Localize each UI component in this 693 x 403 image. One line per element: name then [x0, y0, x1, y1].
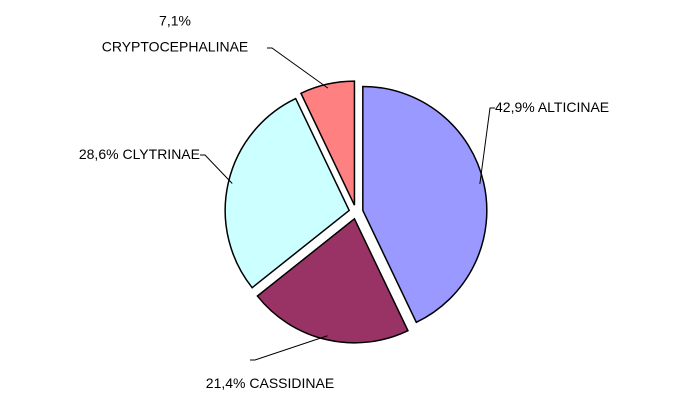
pie-slice [362, 85, 488, 324]
category-label: ALTICINAE [538, 99, 609, 115]
leader-line [267, 47, 329, 89]
leader-line [250, 335, 328, 361]
leader-line [200, 154, 233, 184]
slice-label: 42,9% ALTICINAE [495, 99, 609, 115]
category-label: CASSIDINAE [249, 375, 334, 391]
value-label: 42,9% [495, 99, 535, 115]
value-label: 7,1% [159, 13, 191, 29]
value-label: 28,6% [79, 146, 119, 162]
value-label: 21,4% [206, 375, 246, 391]
pie-slice [299, 80, 356, 206]
category-label: CLYTRINAE [122, 146, 200, 162]
pie-slice [224, 97, 351, 289]
pie-slice [256, 217, 409, 344]
slice-label: 28,6% CLYTRINAE [79, 146, 200, 162]
slice-label: 21,4% CASSIDINAE [206, 375, 334, 391]
leader-line [479, 107, 495, 184]
category-label: CRYPTOCEPHALINAE [102, 39, 249, 55]
